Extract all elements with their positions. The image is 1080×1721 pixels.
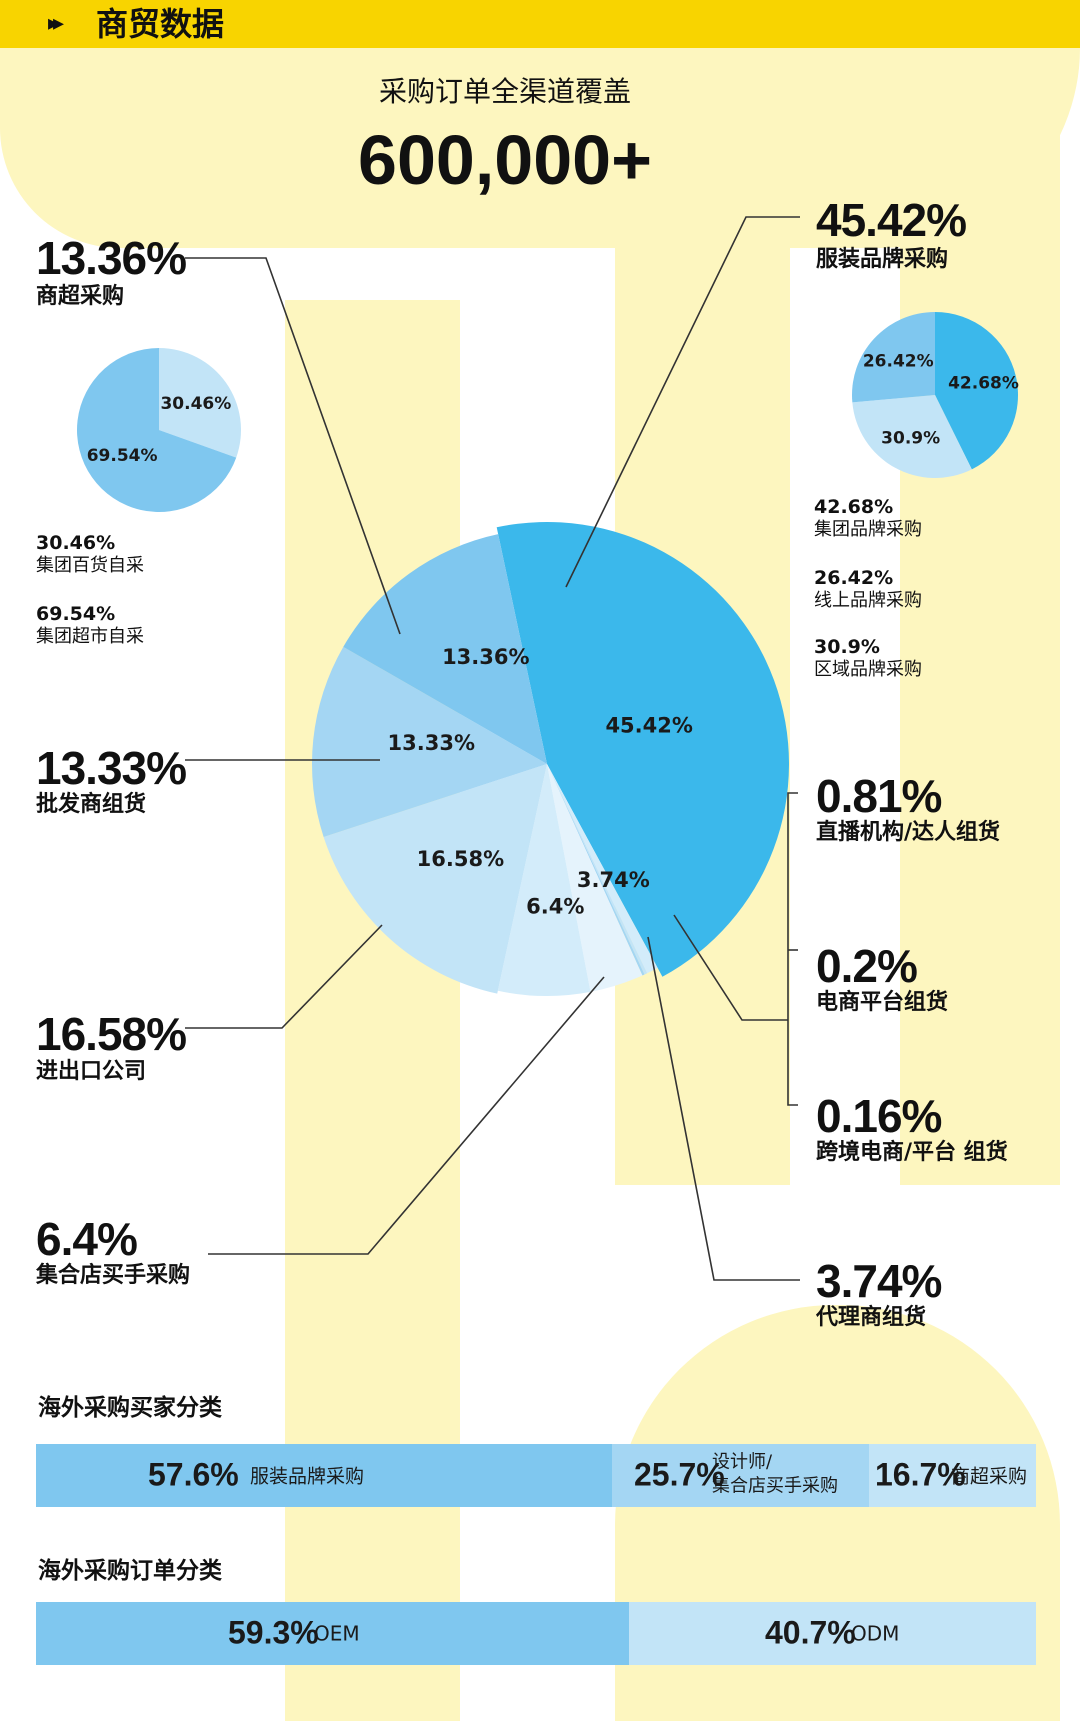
- label-pct-kuajing: 0.16%: [816, 1090, 942, 1142]
- label-cat-dailishang: 代理商组货: [816, 1305, 927, 1330]
- legend-cat-xianshang: 线上品牌采购: [814, 590, 922, 611]
- pie-slice: [547, 764, 643, 992]
- pie-slice-label: 13.33%: [388, 731, 475, 755]
- pie-slice-label: 30.46%: [160, 394, 231, 414]
- pie-slice-label: 16.58%: [417, 847, 504, 871]
- label-pct-shangchao: 13.36%: [36, 232, 187, 284]
- bar-segment: [612, 1444, 869, 1507]
- bar-segment-value: 16.7%: [875, 1457, 966, 1493]
- label-cat-pifa: 批发商组货: [36, 792, 147, 817]
- bar-title-buyers: 海外采购买家分类: [38, 1395, 222, 1421]
- right-pie-chart: 42.68% 30.9% 26.42%: [851, 312, 1019, 478]
- pie-slice: [851, 312, 935, 403]
- pie-slice-label: 26.42%: [863, 351, 934, 371]
- leader-line: [647, 936, 800, 1281]
- bar-segment-value: 40.7%: [765, 1615, 856, 1651]
- header-bar: ▸▸ 商贸数据: [0, 0, 1080, 48]
- pie-slice: [323, 764, 547, 994]
- pie-slice-label: 6.4%: [526, 895, 584, 919]
- leader-line: [185, 924, 383, 1029]
- leader-line: [565, 216, 800, 588]
- bar-segment: [869, 1444, 1036, 1507]
- bar-segment: [36, 1602, 629, 1665]
- label-cat-jinchukou: 进出口公司: [36, 1059, 147, 1084]
- legend-pct-jituan: 42.68%: [814, 496, 894, 518]
- legend-cat-jituan: 集团品牌采购: [814, 519, 922, 540]
- label-cat-dianshang: 电商平台组货: [816, 990, 949, 1015]
- legend-cat-quyu: 区域品牌采购: [814, 659, 922, 680]
- legend-pct-chaoshi: 69.54%: [36, 603, 116, 625]
- pie-slice: [547, 764, 645, 976]
- leader-lines: [185, 216, 800, 1281]
- legend-cat-baihuo: 集团百货自采: [36, 555, 144, 576]
- label-cat-zhibo: 直播机构/达人组货: [816, 820, 1001, 845]
- label-pct-jinchukou: 16.58%: [36, 1008, 187, 1060]
- header-title: 商贸数据: [96, 5, 225, 43]
- label-cat-fuzhuang: 服装品牌采购: [816, 247, 949, 272]
- pie-slice-label: 3.74%: [577, 868, 650, 892]
- bar-segment-label: OEM: [314, 1622, 360, 1646]
- legend-pct-baihuo: 30.46%: [36, 532, 116, 554]
- pie-slice-label: 30.9%: [881, 428, 940, 448]
- label-pct-pifa: 13.33%: [36, 742, 187, 794]
- pie-slice: [496, 522, 789, 977]
- pie-slice: [343, 534, 547, 764]
- pie-slice-label: 69.54%: [87, 446, 158, 466]
- pie-slice-label: 13.36%: [442, 645, 529, 669]
- pie-slice: [497, 764, 591, 996]
- legend-pct-quyu: 30.9%: [814, 636, 880, 658]
- leader-line: [787, 792, 798, 1106]
- pie-slice: [547, 764, 658, 974]
- label-cat-kuajing: 跨境电商/平台 组货: [816, 1140, 1008, 1165]
- legend-pct-xianshang: 26.42%: [814, 567, 894, 589]
- pie-slice: [159, 347, 241, 458]
- label-pct-zhibo: 0.81%: [816, 770, 942, 822]
- label-pct-dianshang: 0.2%: [816, 940, 918, 992]
- pie-slice: [547, 764, 648, 975]
- legend-cat-chaoshi: 集团超市自采: [36, 626, 144, 647]
- label-pct-dailishang: 3.74%: [816, 1255, 942, 1307]
- pie-slice-label: 45.42%: [605, 713, 692, 737]
- pie-slice-label: 42.68%: [948, 374, 1019, 394]
- bar-segment: [36, 1444, 612, 1507]
- label-pct-jiheidian: 6.4%: [36, 1213, 138, 1265]
- bar-segment-label: 集合店买手采购: [712, 1476, 838, 1497]
- pie-slice: [312, 646, 547, 837]
- bar-segment-value: 57.6%: [148, 1457, 239, 1493]
- chart-subtitle: 采购订单全渠道覆盖: [378, 75, 631, 108]
- bar-segment: [629, 1602, 1036, 1665]
- bar-segment-value: 25.7%: [634, 1457, 725, 1493]
- pie-slice: [76, 348, 237, 512]
- leader-line: [185, 257, 401, 635]
- main-pie-chart: 45.42% 3.74% 6.4% 16.58% 13.33% 13.36%: [312, 522, 789, 996]
- bar-segment-value: 59.3%: [228, 1615, 319, 1651]
- pie-slice: [935, 312, 1018, 470]
- leader-line: [208, 976, 605, 1255]
- leader-line: [673, 914, 788, 1021]
- pie-slice: [852, 395, 972, 478]
- bar-segment-label: ODM: [851, 1622, 899, 1646]
- label-pct-fuzhuang: 45.42%: [816, 194, 967, 246]
- bar-charts: 57.6% 服装品牌采购 25.7%设计师/集合店买手采购 16.7%商超采购 59.3…: [36, 1444, 1036, 1665]
- label-cat-shangchao: 商超采购: [36, 284, 125, 309]
- bg-shape-bar-right: [900, 50, 1060, 1185]
- total-count: 600,000+: [358, 121, 652, 199]
- bar-segment-label: 设计师/: [712, 1452, 773, 1473]
- left-pie-chart: 30.46% 69.54%: [76, 347, 241, 512]
- bar-title-orders: 海外采购订单分类: [38, 1558, 222, 1584]
- bar-segment-label: 商超采购: [951, 1466, 1027, 1488]
- bar-segment-label: 服装品牌采购: [250, 1466, 364, 1488]
- label-cat-jiheidian: 集合店买手采购: [36, 1263, 191, 1288]
